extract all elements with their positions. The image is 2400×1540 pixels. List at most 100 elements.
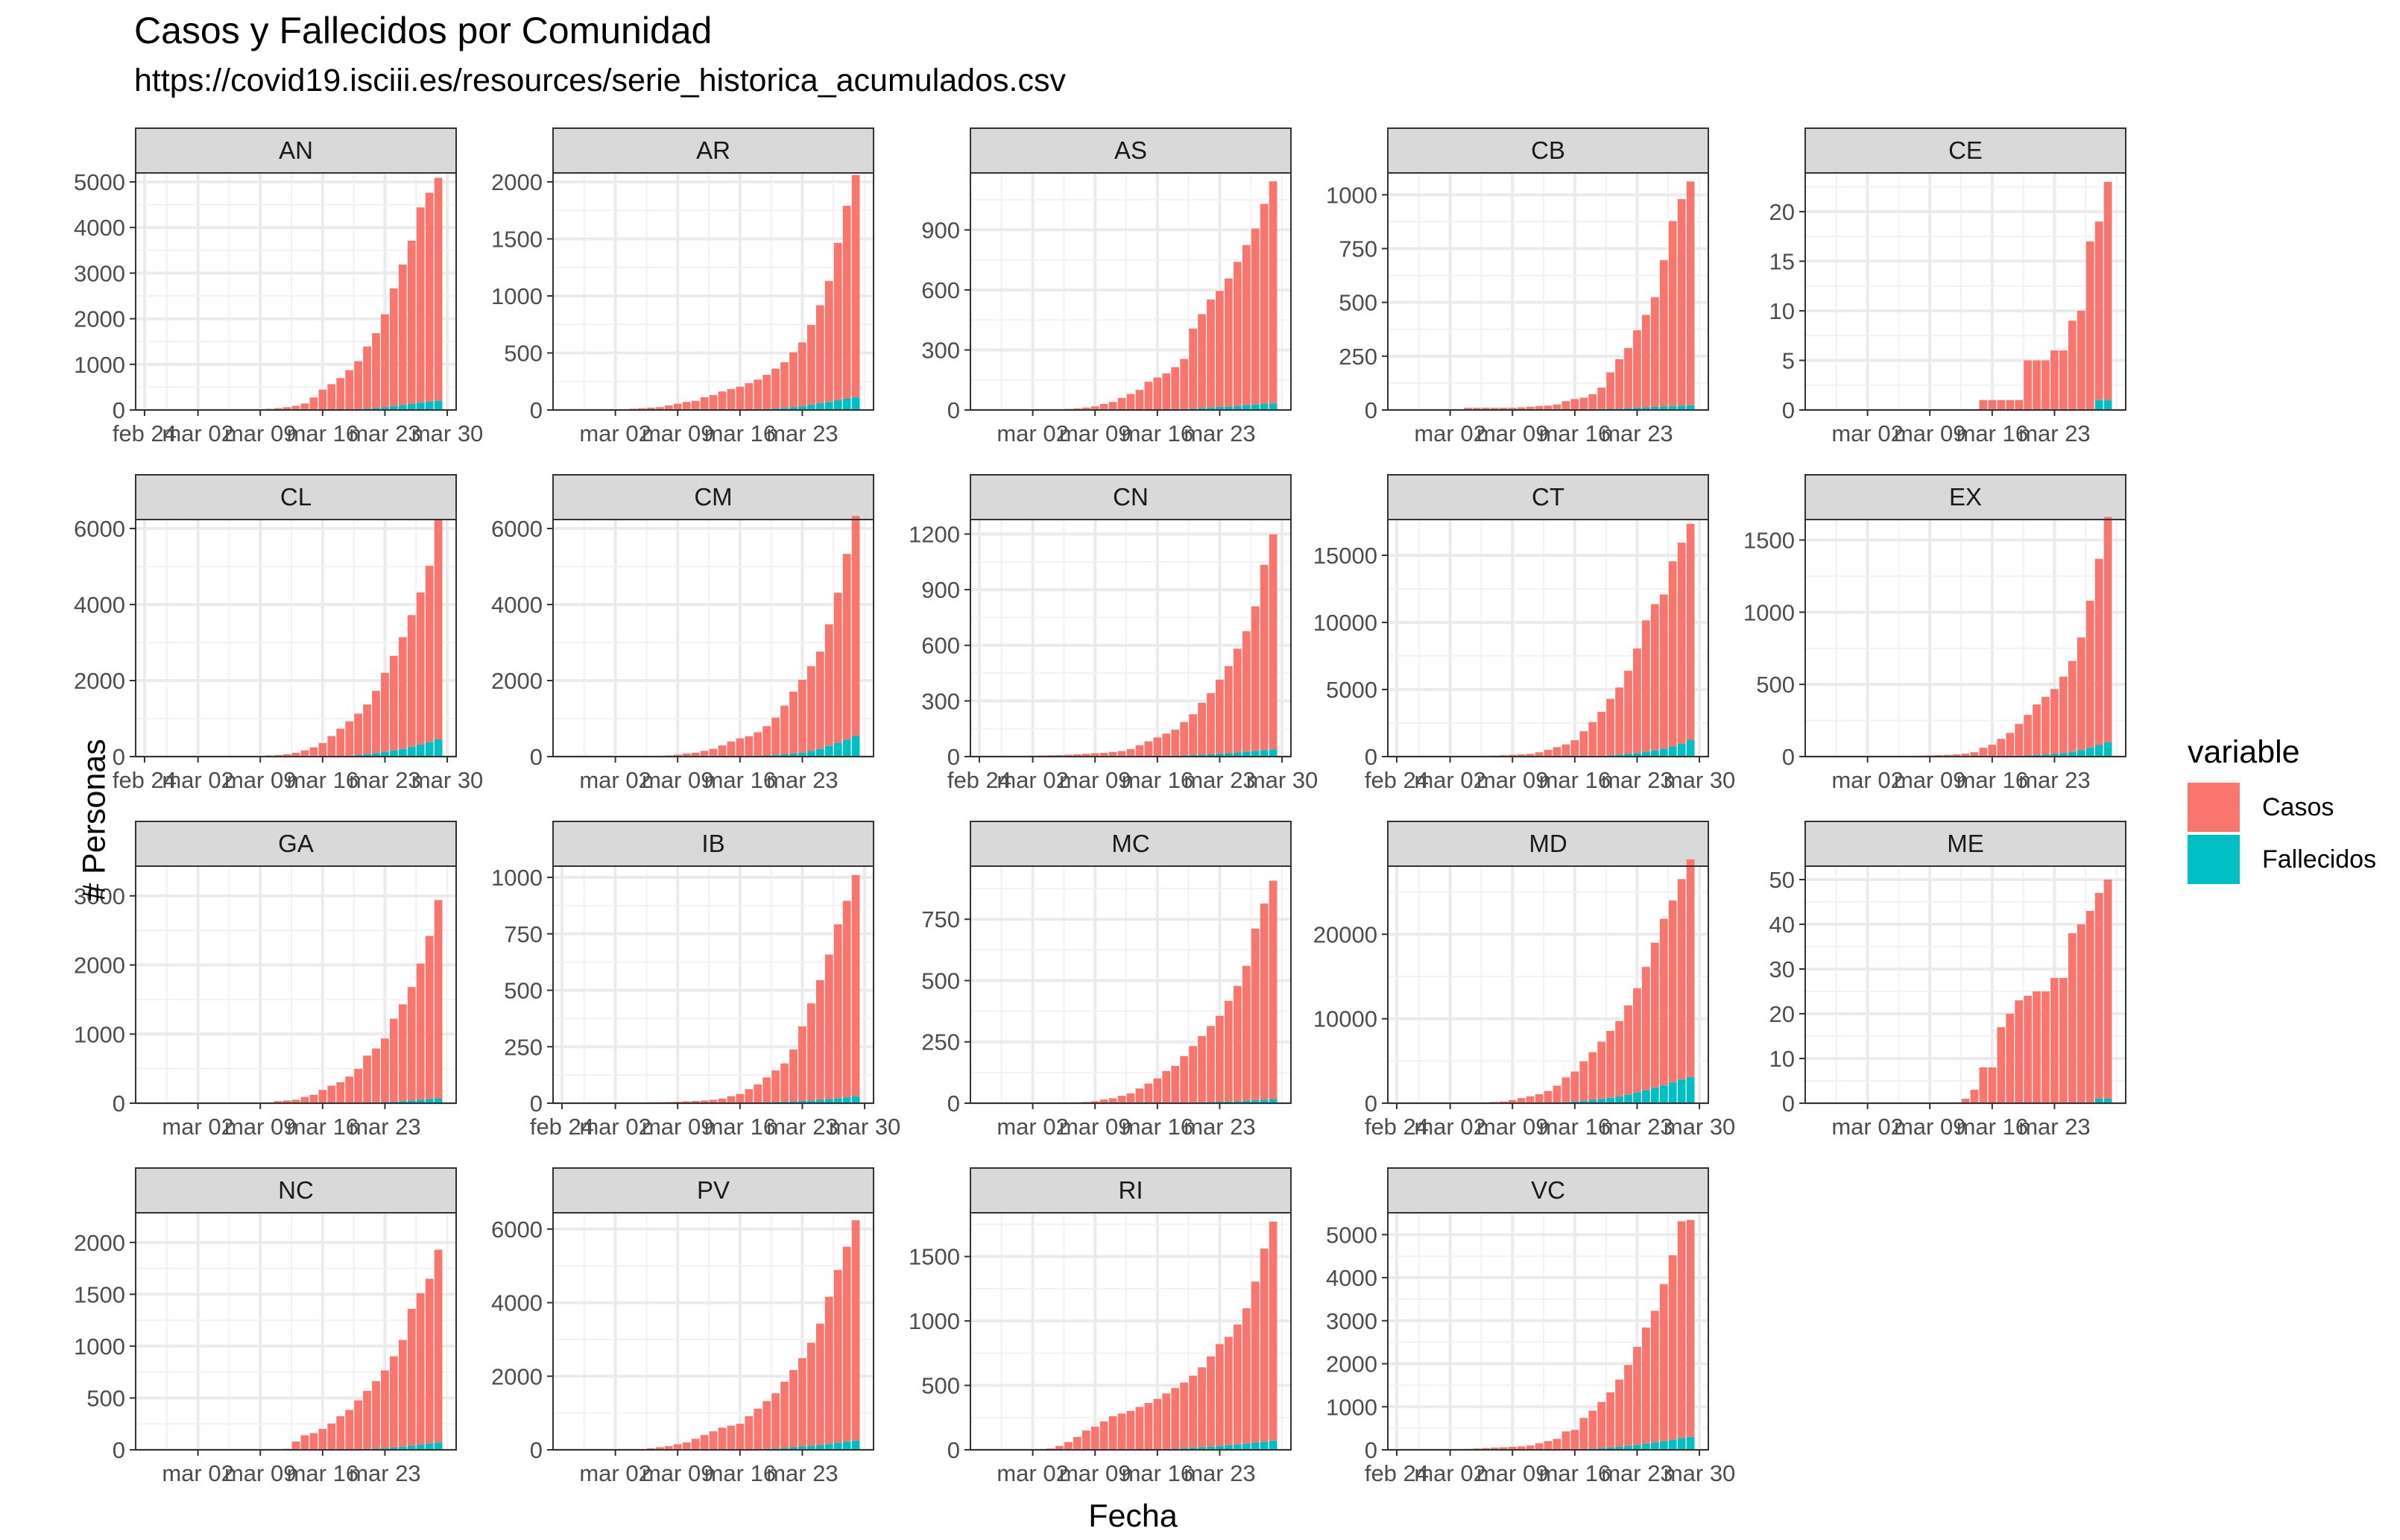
bar-fallecidos [1677, 405, 1686, 410]
bar-casos [1597, 712, 1606, 756]
bar-casos [842, 900, 851, 1098]
bar-casos [1482, 1448, 1490, 1450]
bar-casos [824, 1296, 833, 1445]
bar-casos [336, 1416, 345, 1450]
bar-casos [727, 1425, 736, 1450]
panel-border [1387, 1212, 1709, 1451]
bar-casos [2068, 933, 2077, 1103]
bar-casos [1126, 749, 1135, 757]
y-tick-label: 2000 [491, 169, 543, 195]
bar-casos [1198, 1035, 1206, 1102]
bar-fallecidos [1624, 408, 1632, 410]
bar-casos [390, 1018, 398, 1102]
bar-fallecidos [1615, 754, 1623, 757]
bar-fallecidos [815, 403, 824, 410]
bar-casos [691, 1100, 700, 1103]
bar-casos [1064, 754, 1073, 757]
bar-casos [1535, 405, 1544, 410]
bar-fallecidos [425, 742, 434, 757]
panel-border [970, 519, 1292, 757]
bar-casos [655, 407, 664, 410]
bar-casos [1588, 1052, 1597, 1100]
x-tick-label: mar 16 [1539, 767, 1611, 793]
bar-fallecidos [1650, 406, 1659, 410]
y-tick-label: 2000 [74, 953, 125, 979]
panel-border [1804, 172, 2126, 411]
bar-fallecidos [1207, 407, 1215, 410]
bar-casos [754, 1408, 762, 1450]
bar-casos [1553, 1085, 1561, 1103]
bar-casos [1677, 199, 1686, 406]
y-tick-label: 15000 [1313, 543, 1377, 569]
bar-fallecidos [2077, 750, 2085, 757]
bar-casos [1597, 1041, 1606, 1099]
bar-fallecidos [372, 753, 380, 757]
bar-fallecidos [824, 402, 833, 410]
y-tick-label: 4000 [491, 592, 543, 618]
x-tick-label: mar 02 [997, 1114, 1068, 1140]
bar-casos [1064, 1442, 1073, 1450]
bar-casos [1162, 373, 1171, 410]
bar-casos [1561, 744, 1570, 757]
x-tick-label: feb 24 [1365, 1460, 1429, 1486]
bar-fallecidos [798, 1100, 806, 1103]
bar-casos [1117, 751, 1126, 757]
bar-casos [1260, 564, 1269, 751]
bar-casos [2085, 241, 2094, 410]
bar-casos [1668, 900, 1677, 1083]
bar-casos [434, 900, 443, 1099]
bar-casos [1659, 918, 1668, 1086]
bar-casos [318, 1090, 327, 1103]
x-tick-label: mar 16 [704, 1114, 776, 1140]
x-tick-label: mar 16 [287, 420, 359, 446]
chart-subtitle: https://covid19.isciii.es/resources/seri… [134, 63, 1066, 98]
bar-casos [1090, 753, 1099, 757]
bar-fallecidos [1677, 1438, 1686, 1450]
bar-casos [798, 679, 806, 753]
bar-casos [1961, 1099, 1970, 1103]
bar-casos [1659, 594, 1668, 749]
bar-casos [1544, 749, 1553, 757]
bar-fallecidos [1216, 1445, 1224, 1450]
bar-casos [309, 1094, 318, 1103]
legend-label-casos: Casos [2262, 792, 2334, 821]
bar-casos [327, 736, 336, 757]
bar-casos [282, 407, 291, 410]
bar-casos [709, 748, 718, 757]
bar-fallecidos [1668, 1439, 1677, 1450]
x-tick-label: mar 16 [1957, 767, 2028, 793]
legend-title: variable [2188, 734, 2300, 770]
bar-casos [381, 1038, 389, 1102]
bar-casos [372, 690, 380, 754]
y-tick-label: 0 [113, 397, 125, 423]
y-tick-label: 5000 [74, 169, 125, 195]
bar-casos [1526, 1096, 1535, 1103]
strip [970, 1167, 1292, 1214]
y-tick-label: 0 [113, 744, 125, 770]
bar-fallecidos [1225, 1445, 1233, 1450]
strip-label: PV [697, 1176, 730, 1204]
bar-casos [780, 705, 789, 754]
bar-casos [434, 1249, 443, 1443]
bar-casos [718, 1427, 727, 1450]
y-tick-label: 2000 [491, 1363, 543, 1389]
bar-casos [842, 554, 851, 740]
bar-casos [407, 987, 416, 1101]
bar-casos [1108, 1098, 1117, 1103]
y-tick-label: 1000 [1326, 182, 1377, 208]
bar-fallecidos [851, 1096, 860, 1103]
y-tick-label: 750 [1339, 236, 1377, 262]
x-tick-label: mar 09 [642, 767, 713, 793]
bar-casos [1526, 406, 1535, 410]
bar-fallecidos [1659, 406, 1668, 410]
bar-casos [1251, 928, 1260, 1101]
x-tick-label: mar 09 [224, 1460, 296, 1486]
bar-casos [354, 1400, 362, 1450]
bar-casos [1090, 406, 1099, 410]
bar-casos [336, 378, 345, 410]
bar-fallecidos [1269, 1099, 1278, 1103]
bar-casos [771, 1393, 780, 1449]
